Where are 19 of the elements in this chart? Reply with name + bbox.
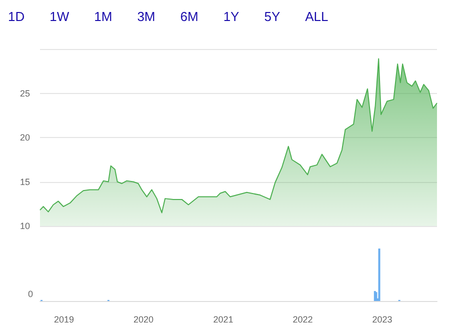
- x-tick-label: 2023: [372, 314, 392, 324]
- text: 0: [28, 289, 34, 299]
- text: 1W: [50, 9, 70, 26]
- bar: [378, 248, 380, 301]
- text: 5Y: [264, 9, 280, 26]
- y-tick-label: 20: [20, 132, 30, 142]
- text: 3M: [137, 9, 156, 26]
- text: 1D: [8, 9, 25, 26]
- y-tick-label: 15: [20, 176, 30, 187]
- text: 6M: [180, 9, 198, 26]
- x-tick-label: 2019: [54, 314, 74, 324]
- x-tick-label: 2020: [133, 314, 154, 324]
- text: 1Y: [223, 9, 240, 26]
- y-tick-label: 25: [20, 88, 30, 98]
- text: ALL: [305, 9, 328, 26]
- text: 1M: [94, 9, 112, 26]
- x-tick-label: 2021: [213, 314, 234, 324]
- x-tick-label: 2022: [292, 314, 313, 324]
- y-tick-label: 10: [20, 221, 30, 231]
